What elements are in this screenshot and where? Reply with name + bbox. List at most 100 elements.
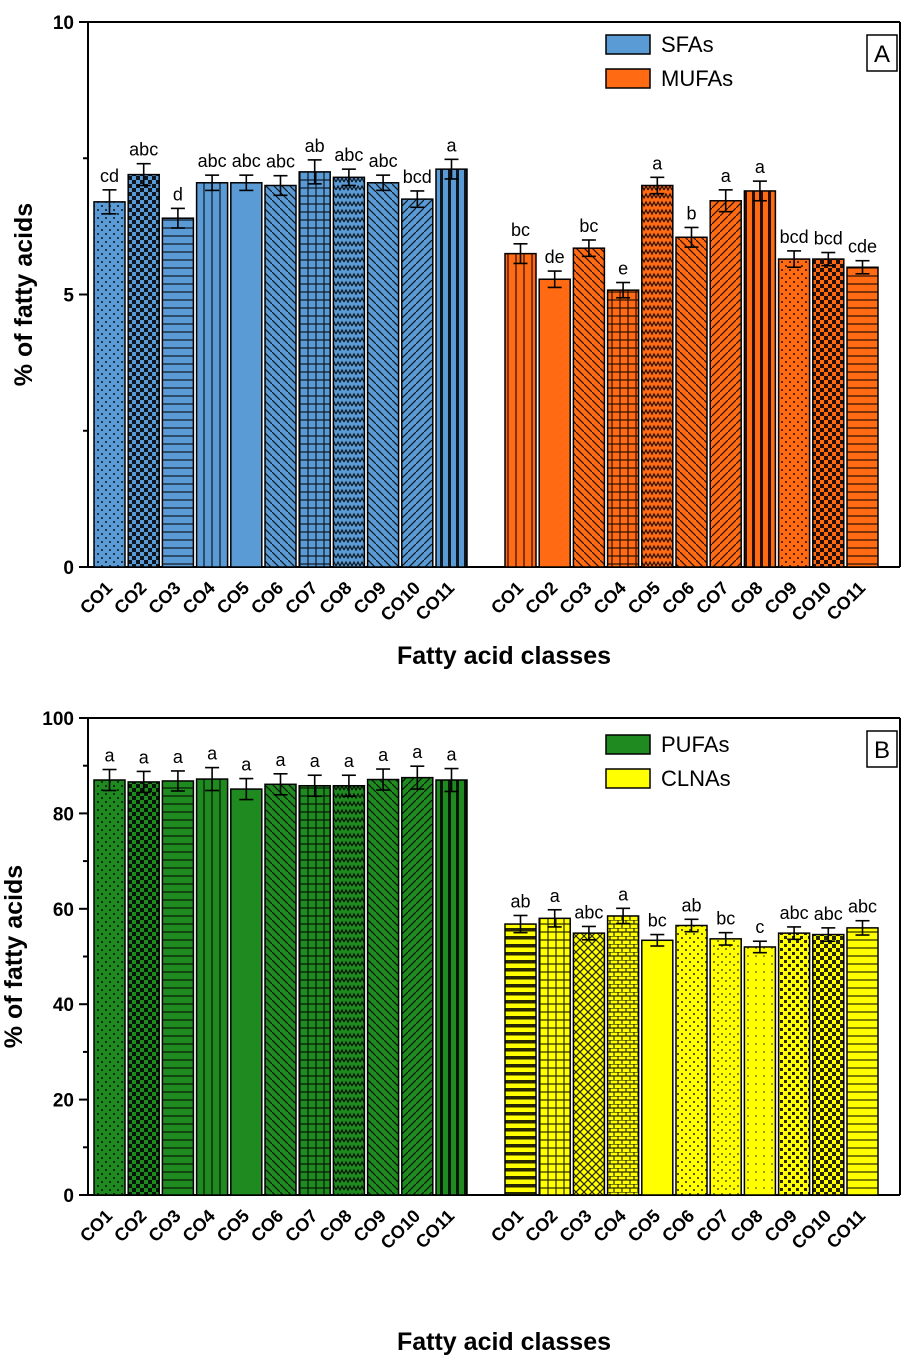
significance-letter-pufas-co8: a <box>344 751 355 771</box>
panel-label-a: A <box>874 41 890 68</box>
significance-letter-pufas-co5: a <box>241 755 252 775</box>
legend-swatch-mufas <box>605 68 651 89</box>
x-tick-label-clnas-co10: CO10 <box>788 1206 835 1253</box>
significance-letter-pufas-co2: a <box>139 747 150 767</box>
bar-pattern-pufas-co3 <box>162 780 194 1195</box>
legend-label-pufas: PUFAs <box>661 732 729 757</box>
bar-pattern-sfas-co2 <box>128 174 160 567</box>
significance-letter-clnas-co1: ab <box>510 891 530 911</box>
bar-pattern-sfas-co1 <box>94 201 125 567</box>
x-tick-label-sfas-co4: CO4 <box>179 578 219 618</box>
x-tick-label-clnas-co3: CO3 <box>555 1206 595 1246</box>
significance-letter-pufas-co6: a <box>275 750 286 770</box>
significance-letter-sfas-co2: abc <box>129 140 158 160</box>
bar-pattern-mufas-co3 <box>573 248 605 568</box>
legend-swatch-clnas <box>605 768 651 789</box>
bar-pattern-sfas-co9 <box>367 182 399 567</box>
significance-letter-clnas-co11: abc <box>848 897 877 917</box>
y-tick-label: 5 <box>63 286 74 307</box>
bar-pattern-clnas-co8 <box>744 946 776 1195</box>
bar-pattern-pufas-co8 <box>333 785 365 1195</box>
x-axis-label-b: Fatty acid classes <box>397 1328 611 1356</box>
x-tick-label-mufas-co1: CO1 <box>487 578 527 618</box>
x-tick-label-clnas-co7: CO7 <box>692 1206 732 1246</box>
significance-letter-clnas-co3: abc <box>574 902 603 922</box>
significance-letter-mufas-co8: a <box>755 157 766 177</box>
bar-pattern-mufas-co8 <box>744 190 776 567</box>
x-tick-label-sfas-co10: CO10 <box>377 578 424 625</box>
significance-letter-clnas-co8: c <box>755 917 764 937</box>
significance-letter-pufas-co7: a <box>310 751 321 771</box>
x-tick-label-sfas-co7: CO7 <box>281 578 321 618</box>
panel-label-box-b <box>866 730 898 768</box>
significance-letter-sfas-co3: d <box>173 184 183 204</box>
significance-letter-pufas-co10: a <box>412 742 423 762</box>
significance-letter-sfas-co10: bcd <box>403 167 432 187</box>
bar-pattern-clnas-co5 <box>641 940 673 1195</box>
significance-letter-mufas-co6: b <box>686 203 696 223</box>
significance-letter-mufas-co11: cde <box>848 237 877 257</box>
bar-pattern-pufas-co9 <box>367 779 399 1195</box>
y-tick-label: 0 <box>63 1186 74 1207</box>
bar-pattern-pufas-co10 <box>401 777 433 1195</box>
legend-swatch-pufas <box>605 734 651 755</box>
x-tick-label-mufas-co6: CO6 <box>658 578 698 618</box>
bar-pattern-clnas-co6 <box>676 925 707 1195</box>
y-tick-label: 20 <box>53 1091 74 1112</box>
y-ticks-a: 0 5 10 <box>53 13 88 579</box>
legend-b: PUFAs CLNAs <box>605 732 731 791</box>
significance-letter-sfas-co4: abc <box>198 151 227 171</box>
bar-pattern-clnas-co4 <box>607 915 639 1195</box>
significance-letter-clnas-co9: abc <box>780 903 809 923</box>
bar-pattern-pufas-co6 <box>265 784 296 1195</box>
significance-letter-sfas-co6: abc <box>266 152 295 172</box>
significance-letter-sfas-co8: abc <box>334 145 363 165</box>
bar-pattern-clnas-co10 <box>812 934 844 1195</box>
significance-letter-pufas-co9: a <box>378 745 389 765</box>
x-tick-label-clnas-co5: CO5 <box>624 1206 664 1246</box>
y-tick-label: 40 <box>53 995 74 1016</box>
bar-pattern-sfas-co7 <box>299 171 331 567</box>
x-tick-label-pufas-co6: CO6 <box>247 1206 287 1246</box>
bar-pattern-sfas-co10 <box>401 199 433 567</box>
panel-label-box-a <box>866 34 898 72</box>
bar-pattern-sfas-co6 <box>265 185 296 567</box>
bar-pattern-mufas-co1 <box>505 253 536 567</box>
legend-label-clnas: CLNAs <box>661 766 731 791</box>
bar-pattern-clnas-co1 <box>505 924 536 1195</box>
panel-label-b: B <box>874 737 890 764</box>
bar-pattern-clnas-co11 <box>847 927 878 1195</box>
significance-letter-pufas-co11: a <box>446 745 457 765</box>
bar-pattern-mufas-co6 <box>676 237 707 567</box>
significance-letter-clnas-co10: abc <box>814 904 843 924</box>
x-tick-label-clnas-co2: CO2 <box>521 1206 561 1246</box>
x-tick-label-sfas-co2: CO2 <box>110 578 150 618</box>
significance-letter-mufas-co10: bcd <box>814 229 843 249</box>
y-tick-label: 0 <box>63 558 74 579</box>
y-tick-label: 80 <box>53 804 74 825</box>
y-axis-label-b: % of fatty acids <box>0 865 28 1048</box>
significance-letter-pufas-co4: a <box>207 744 218 764</box>
x-tick-label-clnas-co8: CO8 <box>726 1206 766 1246</box>
x-tick-label-sfas-co6: CO6 <box>247 578 287 618</box>
x-tick-label-mufas-co4: CO4 <box>590 578 630 618</box>
x-tick-label-mufas-co7: CO7 <box>692 578 732 618</box>
bar-pattern-sfas-co8 <box>333 177 365 567</box>
bar-pattern-sfas-co4 <box>196 182 228 567</box>
significance-letter-clnas-co5: bc <box>648 911 667 931</box>
significance-letter-pufas-co3: a <box>173 747 184 767</box>
bar-pattern-mufas-co9 <box>778 259 810 567</box>
x-tick-label-clnas-co6: CO6 <box>658 1206 698 1246</box>
significance-letter-sfas-co5: abc <box>232 151 261 171</box>
x-tick-label-pufas-co3: CO3 <box>144 1206 184 1246</box>
x-tick-label-mufas-co5: CO5 <box>624 578 664 618</box>
significance-letter-mufas-co7: a <box>721 166 732 186</box>
legend-swatch-sfas <box>605 34 651 55</box>
bar-pattern-pufas-co5 <box>230 789 262 1195</box>
significance-letter-clnas-co2: a <box>550 886 561 906</box>
bar-pattern-mufas-co4 <box>607 290 639 567</box>
significance-letter-mufas-co1: bc <box>511 220 530 240</box>
bar-pattern-sfas-co5 <box>230 182 262 567</box>
